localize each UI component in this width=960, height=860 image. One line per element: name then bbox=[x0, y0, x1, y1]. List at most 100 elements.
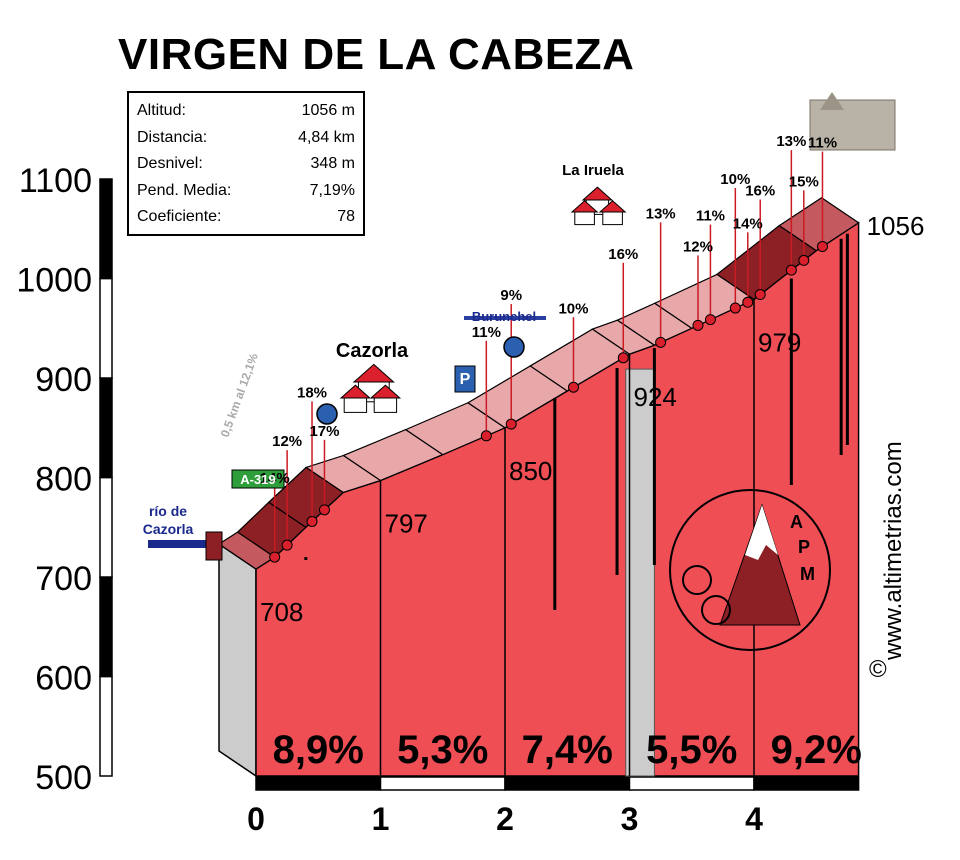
y-tick-label: 700 bbox=[35, 560, 92, 598]
gradient-point bbox=[269, 551, 281, 563]
gradient-label: 10% bbox=[720, 171, 750, 188]
chapel-photo bbox=[820, 92, 844, 110]
stat-label: Pend. Media: bbox=[137, 181, 232, 199]
website-watermark: www.altimetrias.com bbox=[880, 441, 907, 660]
gradient-label: 14% bbox=[733, 215, 763, 232]
stat-label: Distancia: bbox=[137, 128, 208, 146]
gradient-label: 14% bbox=[260, 470, 290, 487]
stat-value: 7,19% bbox=[309, 181, 355, 199]
gradient-point bbox=[754, 289, 766, 301]
x-tick-label: 0 bbox=[247, 801, 265, 837]
logo-mountain bbox=[719, 503, 801, 626]
logo-letter: M bbox=[800, 564, 815, 584]
river-arrow bbox=[148, 540, 212, 548]
x-tick-label: 2 bbox=[496, 801, 514, 837]
apm-logo: APM bbox=[669, 489, 831, 651]
segment-gradient: 8,9% bbox=[273, 728, 364, 772]
house-icon bbox=[352, 363, 395, 383]
km-bar-segment bbox=[504, 776, 631, 791]
km-bar-segment bbox=[379, 776, 506, 791]
elevation-label: 979 bbox=[758, 327, 801, 357]
x-tick-label: 1 bbox=[372, 801, 390, 837]
gradient-label: 15% bbox=[789, 173, 819, 190]
gradient-label: 12% bbox=[683, 238, 713, 255]
gradient-label: 16% bbox=[608, 246, 638, 263]
segment-gradient: 7,4% bbox=[522, 728, 613, 772]
gradient-point bbox=[785, 264, 797, 276]
gradient-point bbox=[729, 302, 741, 314]
y-tick-label: 500 bbox=[35, 759, 92, 797]
gradient-point bbox=[704, 314, 716, 326]
gradient-label: 10% bbox=[558, 300, 588, 317]
profile-side-face bbox=[218, 542, 257, 778]
gradient-label: 11% bbox=[472, 324, 501, 341]
gradient-point bbox=[505, 418, 517, 430]
stat-row: Altitud: 1056 m bbox=[137, 98, 355, 125]
scale-segment bbox=[99, 377, 113, 479]
parking-icon bbox=[454, 365, 476, 393]
gradient-point bbox=[567, 381, 579, 393]
start-place-label: río de bbox=[149, 503, 187, 519]
stats-box: Altitud: 1056 m Distancia: 4,84 km Desnivel:… bbox=[127, 91, 365, 236]
scale-segment bbox=[99, 178, 113, 280]
gradient-label: 11% bbox=[696, 208, 725, 225]
stat-row: Coeficiente: 78 bbox=[137, 204, 355, 231]
stat-value: 78 bbox=[337, 208, 355, 225]
elevation-label: 1056 bbox=[867, 211, 925, 241]
scale-segment bbox=[99, 277, 113, 379]
gradient-point bbox=[742, 296, 754, 308]
gradient-point bbox=[281, 539, 293, 551]
gradient-label: 18% bbox=[297, 384, 327, 401]
logo-wheel bbox=[682, 565, 712, 595]
river-marker bbox=[205, 531, 223, 561]
stat-row: Distancia: 4,84 km bbox=[137, 125, 355, 152]
gradient-label: 12% bbox=[272, 433, 302, 450]
profile-front-face bbox=[255, 221, 860, 777]
scale-segment bbox=[99, 576, 113, 678]
stat-value: 348 m bbox=[310, 155, 355, 172]
logo-wheel bbox=[701, 595, 731, 625]
house-icon bbox=[343, 397, 368, 413]
y-tick-label: 1100 bbox=[19, 162, 92, 200]
km-bar-segment bbox=[753, 776, 860, 791]
elevation-label: 924 bbox=[634, 382, 677, 412]
road-label: A-319 bbox=[240, 472, 275, 487]
elevation-label: 797 bbox=[385, 508, 428, 538]
y-tick-label: 1000 bbox=[16, 262, 92, 300]
direction-label: Burunchel bbox=[472, 309, 536, 324]
stat-value: 4,84 km bbox=[298, 128, 355, 146]
stat-label: Desnivel: bbox=[137, 155, 203, 172]
road-sign bbox=[231, 469, 285, 489]
stat-row: Pend. Media: 7,19% bbox=[137, 178, 355, 205]
gradient-label: 13% bbox=[646, 205, 676, 222]
stat-label: Altitud: bbox=[137, 102, 186, 119]
gradient-point bbox=[306, 515, 318, 527]
gradient-point bbox=[480, 430, 492, 442]
roundabout-icon bbox=[503, 336, 525, 358]
scale-segment bbox=[99, 476, 113, 578]
logo-letter: A bbox=[790, 512, 803, 532]
scale-segment bbox=[99, 675, 113, 777]
logo-letter: P bbox=[798, 537, 810, 557]
gradient-point bbox=[318, 504, 330, 516]
segment-gradient: 5,5% bbox=[646, 728, 737, 772]
logo-snowcap bbox=[745, 505, 778, 560]
elevation-label: 708 bbox=[260, 597, 303, 627]
logo-ring bbox=[669, 489, 831, 651]
gray-stripe bbox=[625, 368, 655, 777]
gradient-point bbox=[655, 336, 667, 348]
segment-gradient: 9,2% bbox=[771, 728, 862, 772]
gradient-point bbox=[692, 319, 704, 331]
page-title: VIRGEN DE LA CABEZA bbox=[118, 30, 635, 79]
gradient-point bbox=[816, 241, 828, 253]
direction-arrow bbox=[464, 316, 546, 320]
parking-label: P bbox=[460, 371, 471, 388]
stat-row: Desnivel: 348 m bbox=[137, 151, 355, 178]
rotated-note: 0,5 km al 12,1% bbox=[218, 351, 261, 439]
house-icon bbox=[373, 397, 398, 413]
gradient-label: 9% bbox=[500, 287, 522, 304]
gradient-point bbox=[617, 352, 629, 364]
gradient-label: 11% bbox=[808, 135, 837, 152]
copyright-symbol: © bbox=[869, 656, 887, 683]
town-label: La Iruela bbox=[562, 162, 624, 179]
